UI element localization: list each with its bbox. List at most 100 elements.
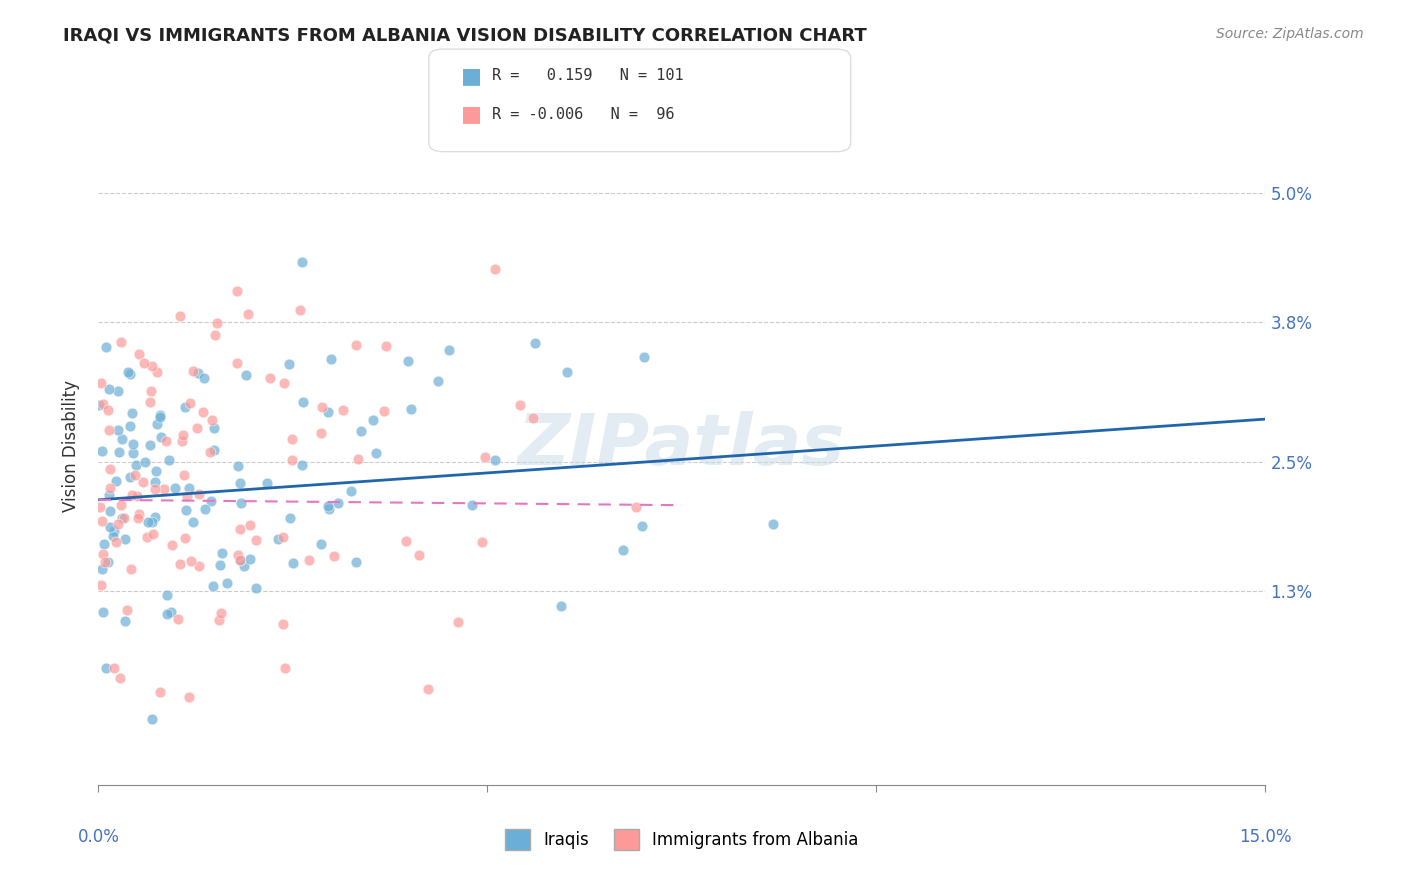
Point xyxy=(145,365,167,379)
Point xyxy=(160,605,183,619)
Point xyxy=(274,661,297,675)
Point xyxy=(149,410,172,425)
Point xyxy=(204,328,226,343)
Point xyxy=(121,406,143,420)
Point xyxy=(105,534,128,549)
Point xyxy=(93,536,115,550)
Point xyxy=(278,511,301,525)
Point xyxy=(112,510,135,524)
Point xyxy=(110,335,132,350)
Point xyxy=(177,481,200,495)
Point xyxy=(239,551,262,566)
Point xyxy=(373,403,395,417)
Point xyxy=(326,496,349,510)
Point xyxy=(484,453,506,467)
Point xyxy=(408,549,430,563)
Point xyxy=(155,434,177,448)
Point xyxy=(461,498,484,512)
Point xyxy=(229,475,252,490)
Point xyxy=(111,511,134,525)
Point xyxy=(226,284,249,298)
Point xyxy=(90,376,112,390)
Point xyxy=(193,371,215,385)
Point xyxy=(344,555,367,569)
Point xyxy=(105,474,128,488)
Point xyxy=(273,376,295,390)
Point xyxy=(762,516,785,531)
Text: Source: ZipAtlas.com: Source: ZipAtlas.com xyxy=(1216,27,1364,41)
Point xyxy=(344,338,367,352)
Point xyxy=(138,438,160,452)
Point xyxy=(626,500,648,515)
Point xyxy=(471,535,494,549)
Point xyxy=(188,486,211,500)
Point xyxy=(124,467,146,482)
Point xyxy=(281,432,304,446)
Point xyxy=(309,425,332,440)
Point xyxy=(281,453,304,467)
Point xyxy=(100,520,122,534)
Point xyxy=(176,503,198,517)
Point xyxy=(332,402,354,417)
Point xyxy=(191,405,214,419)
Point xyxy=(114,532,136,546)
Point xyxy=(93,605,115,619)
Text: R = -0.006   N =  96: R = -0.006 N = 96 xyxy=(492,107,675,121)
Point xyxy=(281,556,304,570)
Point xyxy=(201,578,224,592)
Point xyxy=(179,396,201,410)
Point xyxy=(134,455,156,469)
Point xyxy=(416,681,439,696)
Point xyxy=(93,555,115,569)
Point xyxy=(139,395,162,409)
Point xyxy=(347,452,370,467)
Point xyxy=(202,421,225,435)
Point xyxy=(156,588,179,602)
Point xyxy=(120,562,142,576)
Point xyxy=(484,261,506,276)
Point xyxy=(319,352,342,367)
Point xyxy=(181,515,204,529)
Point xyxy=(550,599,572,614)
Point xyxy=(89,500,111,514)
Point xyxy=(124,458,146,472)
Point xyxy=(91,547,114,561)
Point xyxy=(509,398,531,412)
Point xyxy=(633,350,655,364)
Point xyxy=(316,500,339,514)
Point xyxy=(139,384,162,399)
Point xyxy=(127,510,149,524)
Point xyxy=(245,581,267,595)
Point xyxy=(229,553,252,567)
Point xyxy=(91,397,114,411)
Point xyxy=(120,418,142,433)
Text: R =   0.159   N = 101: R = 0.159 N = 101 xyxy=(492,69,683,83)
Point xyxy=(209,606,232,620)
Point xyxy=(103,524,125,538)
Point xyxy=(98,462,121,476)
Point xyxy=(201,413,224,427)
Point xyxy=(437,343,460,358)
Point xyxy=(245,533,267,547)
Point xyxy=(100,504,122,518)
Point xyxy=(271,616,294,631)
Point xyxy=(91,514,114,528)
Point xyxy=(97,423,120,437)
Point xyxy=(143,510,166,524)
Point xyxy=(97,488,120,502)
Point xyxy=(170,434,193,449)
Point xyxy=(91,562,114,576)
Point xyxy=(143,475,166,489)
Point xyxy=(143,482,166,496)
Point xyxy=(366,446,388,460)
Point xyxy=(132,356,155,370)
Point xyxy=(200,494,222,508)
Point xyxy=(89,397,111,411)
Point xyxy=(226,356,249,370)
Point xyxy=(236,307,259,321)
Point xyxy=(523,336,546,351)
Point xyxy=(226,459,249,474)
Point xyxy=(226,548,249,562)
Point xyxy=(103,661,125,675)
Point xyxy=(322,549,344,564)
